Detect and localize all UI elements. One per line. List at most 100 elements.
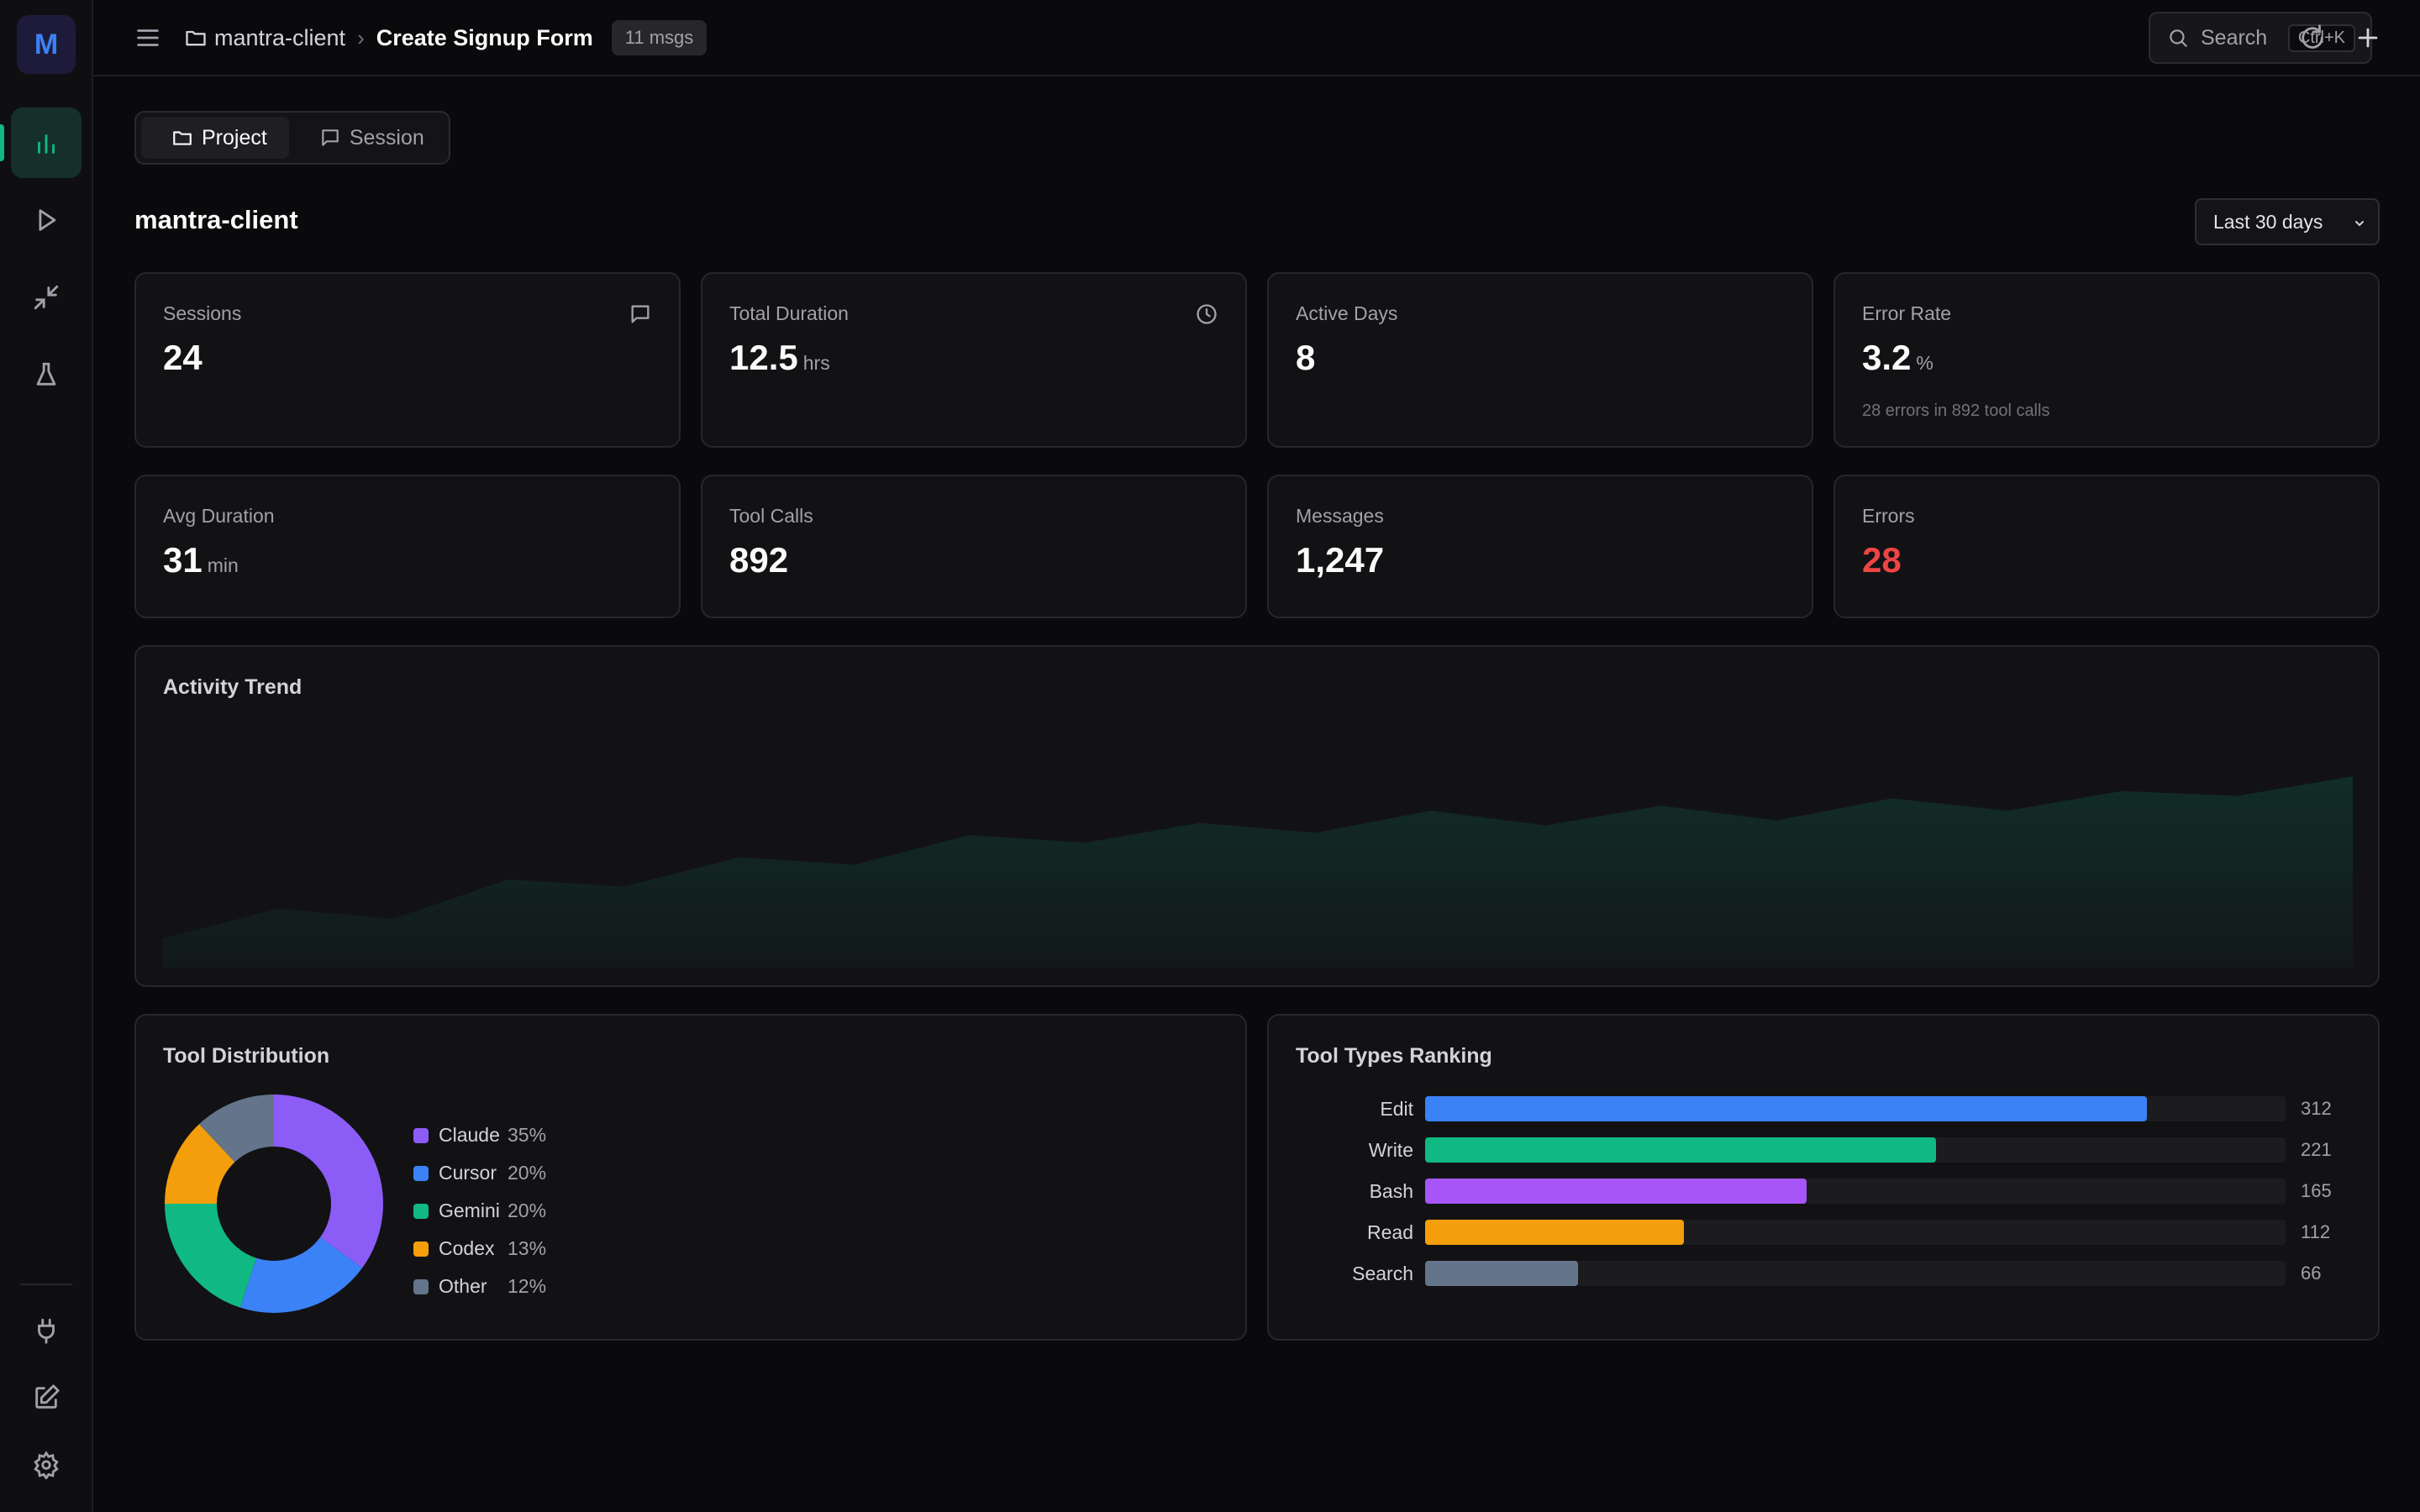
nav-player[interactable] xyxy=(11,185,82,255)
menu-icon[interactable] xyxy=(134,24,162,52)
refresh-icon[interactable] xyxy=(2298,24,2327,52)
rank-row-search: Search 66 xyxy=(1296,1259,2371,1288)
rank-track xyxy=(1425,1096,2286,1121)
rank-bar-bash xyxy=(1425,1179,1807,1204)
section-title: Tool Distribution xyxy=(163,1044,330,1068)
rank-row-read: Read 112 xyxy=(1296,1218,2371,1247)
sidebar: M xyxy=(0,0,93,1512)
chevron-down-icon xyxy=(2355,221,2364,227)
top-header: mantra-client › Create Signup Form 11 ms… xyxy=(93,0,2420,76)
rank-label: Read xyxy=(1367,1221,1413,1243)
legend-item-cursor: Cursor 20% xyxy=(413,1154,546,1192)
rank-label: Search xyxy=(1352,1263,1413,1284)
rank-value: 312 xyxy=(2301,1098,2332,1119)
nav-analytics[interactable] xyxy=(11,108,82,178)
search-button[interactable]: Search Ctrl+K xyxy=(2149,12,2372,64)
session-title: Create Signup Form xyxy=(376,24,593,50)
nav-settings[interactable] xyxy=(11,1430,82,1500)
folder-icon xyxy=(186,30,206,46)
legend-item-gemini: Gemini 20% xyxy=(413,1192,546,1230)
nav-labs[interactable] xyxy=(11,339,82,410)
legend-pct: 35% xyxy=(508,1124,547,1146)
stat-label: Total Duration xyxy=(729,302,849,324)
tab-session[interactable]: Session xyxy=(289,117,446,159)
rank-row-bash: Bash 165 xyxy=(1296,1177,2371,1205)
legend-pct: 12% xyxy=(508,1275,547,1297)
folder-icon xyxy=(173,131,192,145)
activity-chart xyxy=(163,776,2353,968)
stat-card-messages: Messages 1,247 xyxy=(1267,475,1813,618)
stat-unit: min xyxy=(207,554,239,576)
legend-pct: 20% xyxy=(508,1200,547,1221)
legend-name: Claude xyxy=(439,1124,500,1146)
rank-value: 165 xyxy=(2301,1180,2332,1201)
breadcrumb-project[interactable]: mantra-client xyxy=(214,24,346,50)
view-tabs: Project Session xyxy=(134,111,450,165)
chevron-right-icon: › xyxy=(357,24,365,50)
stat-value: 12.5 hrs xyxy=(729,338,830,378)
plus-icon[interactable] xyxy=(2354,24,2382,52)
rank-bar-read xyxy=(1425,1220,1685,1245)
stat-label: Sessions xyxy=(163,302,242,324)
section-title: Tool Types Ranking xyxy=(1296,1044,1492,1068)
donut-slice-codex[interactable] xyxy=(165,1124,235,1204)
rank-value: 112 xyxy=(2301,1221,2331,1242)
nav-compress[interactable] xyxy=(11,262,82,333)
sidebar-divider xyxy=(20,1284,72,1285)
stat-card-error-rate: Error Rate 3.2% 28 errors in 892 tool ca… xyxy=(1833,272,2380,448)
stat-card-sessions: Sessions 24 xyxy=(134,272,681,448)
rank-track xyxy=(1425,1261,2286,1286)
message-icon xyxy=(322,129,339,146)
activity-area xyxy=(163,776,2353,968)
active-indicator xyxy=(0,124,4,161)
donut-chart xyxy=(165,1095,383,1313)
date-range-select[interactable]: Last 30 days xyxy=(2195,198,2380,245)
donut-slice-other[interactable] xyxy=(199,1095,274,1163)
legend-swatch xyxy=(413,1278,429,1294)
search-icon xyxy=(2170,29,2187,47)
nav-edit[interactable] xyxy=(11,1362,82,1433)
stat-label: Avg Duration xyxy=(163,505,275,527)
breadcrumb: mantra-client › Create Signup Form 11 ms… xyxy=(184,20,708,55)
legend-swatch xyxy=(413,1165,429,1181)
clock-icon xyxy=(1197,304,1217,324)
donut-slice-claude[interactable] xyxy=(274,1095,383,1268)
nav-plugins[interactable] xyxy=(11,1295,82,1366)
rank-bar-search xyxy=(1425,1261,1578,1286)
stat-number: 31 xyxy=(163,540,203,580)
activity-trend-card: Activity Trend xyxy=(134,645,2380,987)
stat-label: Error Rate xyxy=(1862,302,1952,324)
stat-number: 3.2 xyxy=(1862,338,1912,377)
edit-icon xyxy=(35,1384,60,1409)
app-logo[interactable]: M xyxy=(17,15,76,74)
rank-track xyxy=(1425,1137,2286,1163)
stat-unit: % xyxy=(1916,352,1933,374)
legend-item-claude: Claude 35% xyxy=(413,1116,546,1154)
rank-label: Bash xyxy=(1369,1180,1413,1202)
rank-label: Write xyxy=(1368,1139,1413,1161)
tab-project[interactable]: Project xyxy=(141,117,289,159)
stat-unit: hrs xyxy=(802,352,830,374)
legend-pct: 20% xyxy=(508,1162,547,1184)
stat-value: 892 xyxy=(729,540,789,580)
stat-value: 1,247 xyxy=(1296,540,1385,580)
stat-value: 28 xyxy=(1862,540,1902,580)
legend-name: Cursor xyxy=(439,1162,497,1184)
stat-card-avg-duration: Avg Duration 31 min xyxy=(134,475,681,618)
distribution-legend: Claude 35% Cursor 20% Gemini 20% Codex 13% Other… xyxy=(413,1116,546,1305)
donut-slice-cursor[interactable] xyxy=(239,1236,363,1313)
plug-icon xyxy=(38,1318,55,1344)
stat-number: 12.5 xyxy=(729,338,798,377)
rank-row-edit: Edit 312 xyxy=(1296,1095,2371,1123)
stat-card-total-duration: Total Duration 12.5 hrs xyxy=(701,272,1247,448)
stat-value: 24 xyxy=(163,338,203,377)
minimize-icon xyxy=(34,285,59,310)
msgs-badge: 11 msgs xyxy=(611,20,708,55)
rank-bar-edit xyxy=(1425,1096,2147,1121)
legend-pct: 13% xyxy=(508,1237,547,1259)
page-title: mantra-client xyxy=(134,205,298,234)
rank-label: Edit xyxy=(1380,1098,1413,1120)
rank-value: 66 xyxy=(2301,1263,2322,1284)
legend-swatch xyxy=(413,1203,429,1219)
donut-slice-gemini[interactable] xyxy=(165,1204,256,1308)
